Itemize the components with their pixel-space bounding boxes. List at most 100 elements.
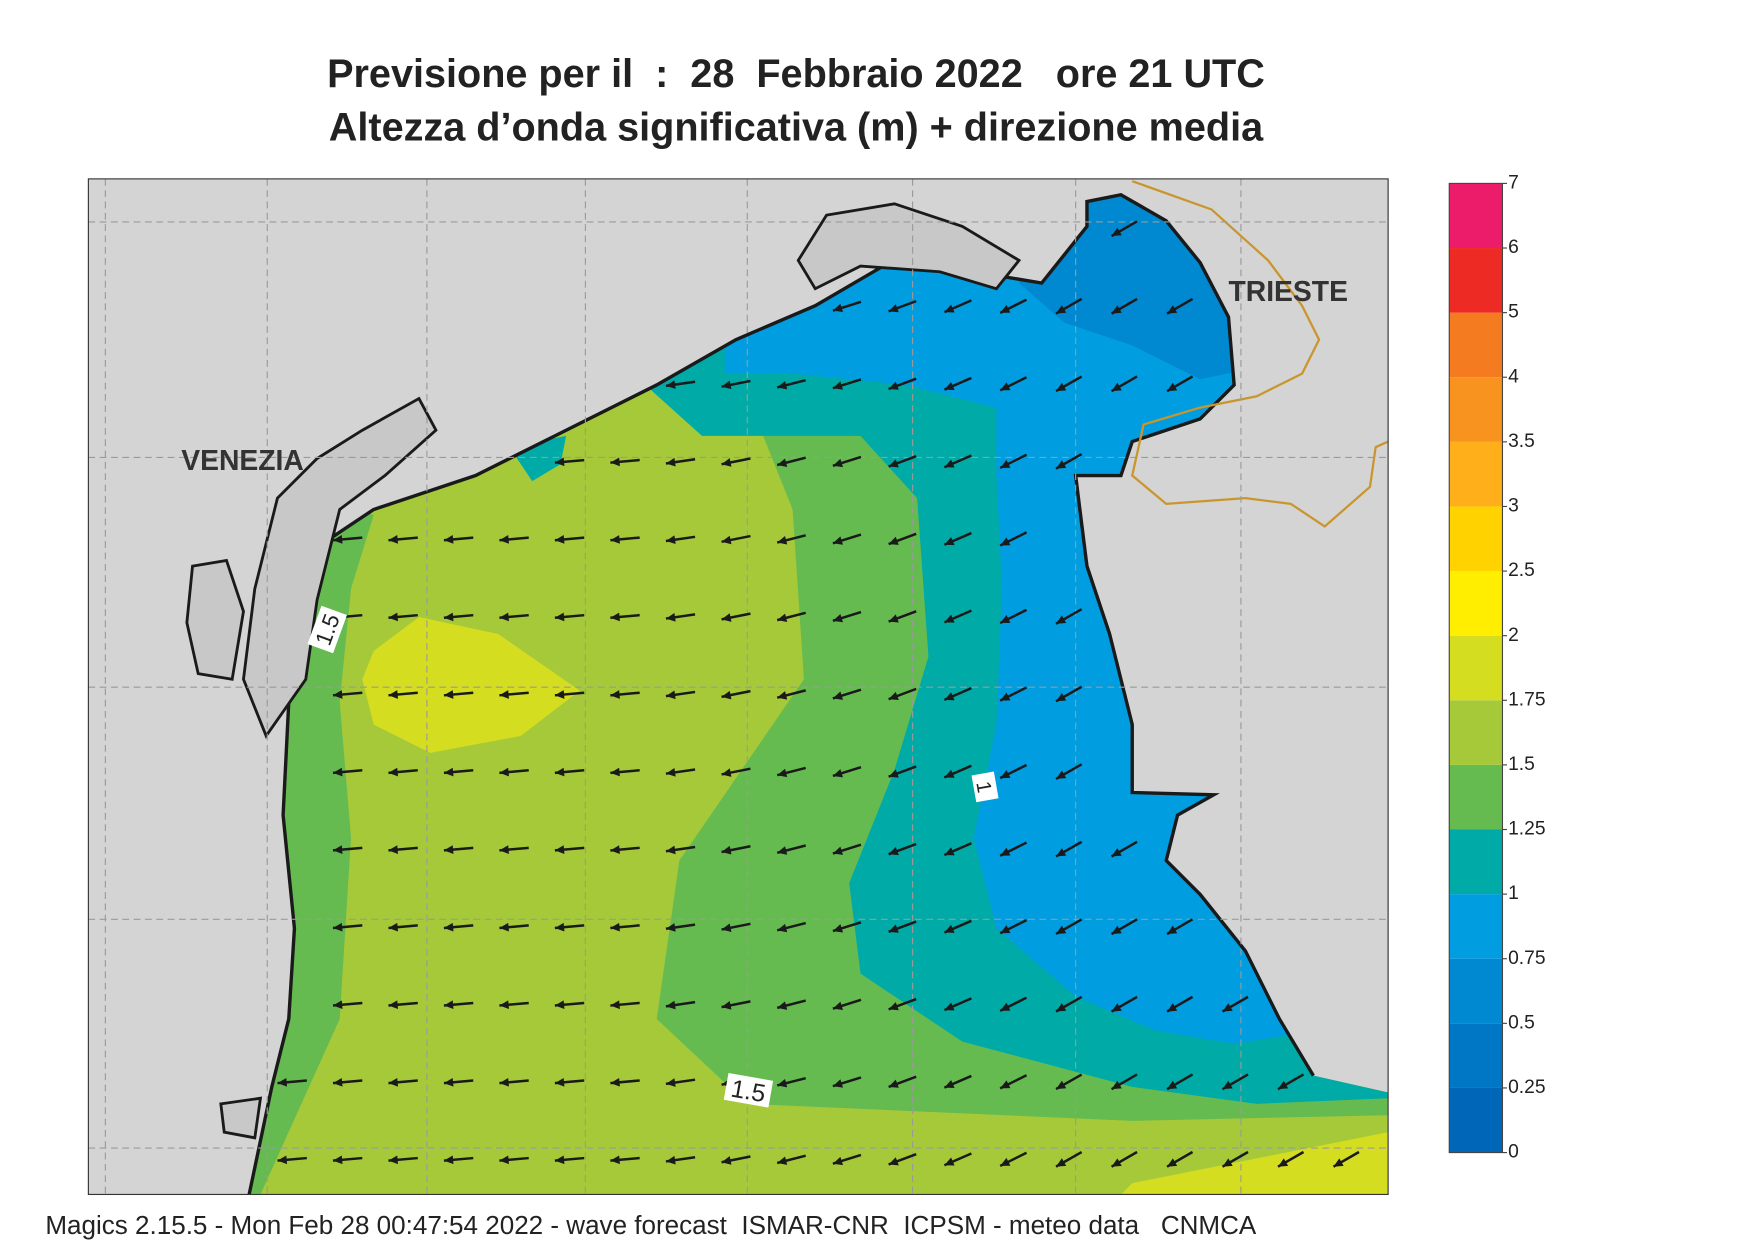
arrow-head (665, 1155, 676, 1165)
colorbar-tick-label: 0 (1508, 1142, 1519, 1163)
arrow-head (610, 1077, 620, 1087)
arrow-head (1000, 847, 1011, 856)
arrow-head (610, 922, 620, 932)
arrow-head (388, 690, 399, 699)
arrow-head (610, 1155, 620, 1165)
arrow-head (721, 1156, 732, 1165)
arrow-head (332, 1077, 343, 1087)
arrow-head (1222, 1158, 1233, 1167)
title-line-2: Altezza d’onda significativa (m) + direz… (329, 105, 1264, 149)
arrow-head (721, 458, 732, 467)
arrow-head (1222, 1003, 1233, 1012)
arrow-head (1000, 459, 1011, 468)
arrow-head (1056, 770, 1067, 779)
arrow-head (499, 845, 509, 854)
arrow-head (1277, 1080, 1289, 1090)
arrow-head (499, 1077, 509, 1087)
arrow-head (1000, 692, 1011, 701)
arrow-head (665, 1078, 676, 1087)
arrow-head (388, 1077, 399, 1087)
arrow-head (944, 1079, 955, 1088)
colorbar-tick-label: 1.5 (1508, 754, 1535, 775)
arrow-head (554, 690, 565, 699)
arrow-head (1000, 1002, 1011, 1011)
arrow-head (944, 692, 955, 701)
arrow-head (443, 1155, 454, 1165)
arrow-head (388, 922, 399, 932)
colorbar-tick-label: 1.75 (1508, 689, 1545, 710)
arrow-head (888, 1157, 899, 1166)
colorbar-band (1449, 441, 1503, 507)
arrow-head (888, 924, 899, 933)
colorbar-tick-label: 7 (1508, 172, 1519, 193)
arrow-head (388, 767, 399, 777)
arrow-head (777, 613, 788, 623)
arrow-head (665, 457, 676, 467)
arrow-head (721, 380, 732, 390)
arrow-head (665, 845, 676, 855)
colorbar-band (1449, 894, 1503, 959)
arrow-head (944, 1002, 955, 1011)
title-line-1: Previsione per il : 28 Febbraio 2022 ore… (327, 52, 1265, 96)
arrow-head (499, 922, 509, 932)
arrow-head (832, 924, 843, 933)
arrow-head (777, 1156, 788, 1165)
arrow-head (665, 1000, 676, 1010)
colorbar-tick-label: 1.25 (1508, 819, 1545, 840)
arrow-head (888, 614, 899, 623)
arrow-head (554, 612, 565, 622)
arrow-head (832, 1079, 843, 1088)
colorbar-band (1449, 248, 1503, 313)
arrow-head (832, 303, 843, 313)
arrow-head (944, 769, 955, 778)
arrow-head (1056, 305, 1067, 314)
arrow-head (1111, 1080, 1122, 1090)
contour-label: 1 (971, 771, 999, 803)
arrow-head (332, 922, 343, 932)
colorbar-tick-label: 3 (1508, 496, 1519, 517)
arrow-head (1111, 305, 1122, 314)
arrow-head (1000, 615, 1011, 624)
arrow-head (1111, 1158, 1122, 1167)
arrow-head (777, 846, 788, 855)
arrow-head (1333, 1158, 1344, 1167)
arrow-head (944, 382, 955, 390)
arrow-head (332, 1000, 343, 1010)
colorbar-band (1449, 1023, 1503, 1088)
colorbar-tick-label: 2 (1508, 625, 1519, 646)
arrow-head (1056, 382, 1067, 392)
arrow-head (499, 767, 509, 777)
arrow-head (1056, 460, 1067, 469)
arrow-head (944, 304, 955, 313)
colorbar-frame (1448, 182, 1504, 1154)
arrow-head (665, 535, 676, 545)
arrow-head (499, 690, 509, 699)
lagoons (185, 202, 1022, 1140)
arrow-head (443, 690, 454, 699)
arrow-head (1111, 1003, 1122, 1012)
contour-label-text: 1.5 (729, 1075, 768, 1109)
colorbar-band (1449, 1087, 1503, 1153)
colorbar-band (1449, 183, 1503, 249)
arrow-head (443, 1077, 454, 1087)
arrow-head (777, 1001, 788, 1010)
arrow-head (610, 457, 620, 467)
arrow-head (388, 1155, 399, 1165)
arrow-head (1056, 1080, 1067, 1090)
arrow-head (888, 381, 899, 390)
arrow-head (1000, 770, 1011, 779)
arrow-head (443, 922, 454, 932)
arrow-head (777, 691, 788, 700)
arrow-head (832, 613, 843, 623)
contour-label-text: 1 (971, 780, 995, 795)
arrow-head (1000, 925, 1011, 934)
arrow-head (832, 536, 843, 545)
colorbar-tick-label: 2.5 (1508, 560, 1535, 581)
arrow-head (832, 381, 843, 390)
colorbar-band (1449, 829, 1503, 895)
arrow-head (721, 845, 732, 855)
arrow-head (1167, 382, 1178, 392)
arrow-head (665, 612, 676, 622)
arrow-head (554, 767, 565, 777)
colorbar-tick-label: 5 (1508, 302, 1519, 323)
